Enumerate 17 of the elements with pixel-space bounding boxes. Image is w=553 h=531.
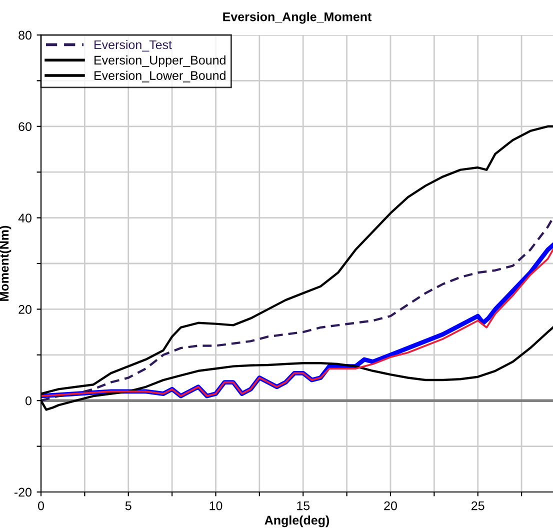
y-tick-label: 80 [18, 30, 32, 40]
y-tick-label: -20 [14, 488, 32, 497]
x-axis-title: Angle(deg) [264, 515, 330, 528]
y-tick-label: 20 [18, 305, 32, 314]
x-tick-label: 5 [125, 501, 132, 510]
y-tick-label: 40 [18, 214, 32, 222]
x-tick-label: 25 [472, 501, 484, 510]
legend-label: Eversion_Upper_Bound [94, 55, 226, 68]
x-tick-label: 20 [384, 501, 397, 510]
y-tick-label: 0 [26, 396, 32, 406]
chart-title: Eversion_Angle_Moment [223, 12, 372, 24]
x-tick-label: 0 [38, 501, 44, 510]
legend-label: Eversion_Lower_Bound [94, 70, 226, 82]
x-tick-label: 10 [210, 501, 222, 510]
legend-label: Eversion_Test [94, 40, 172, 52]
y-tick-label: 60 [18, 122, 32, 132]
x-tick-label: 15 [297, 501, 310, 510]
